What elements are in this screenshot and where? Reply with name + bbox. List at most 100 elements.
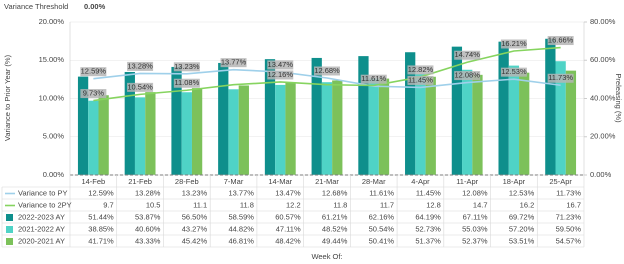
x-tick-label: 25-Apr xyxy=(549,177,572,186)
data-label: 12.82% xyxy=(408,65,434,74)
table-cell: 11.1 xyxy=(193,200,207,209)
table-cell: 14.7 xyxy=(473,200,488,209)
label-box xyxy=(407,75,434,85)
y2-tick-label: 0.00% xyxy=(590,170,612,179)
table-cell: 57.20% xyxy=(509,224,535,233)
x-tick-label: 21-Mar xyxy=(315,177,339,186)
table-cell: 40.60% xyxy=(135,224,161,233)
x-tick-label: 21-Feb xyxy=(128,177,152,186)
y2-tick-label: 60.00% xyxy=(590,55,616,64)
table-cell: 48.52% xyxy=(322,224,348,233)
label-box xyxy=(454,50,481,60)
table-cell: 64.19% xyxy=(415,212,441,221)
table-cell: 50.54% xyxy=(369,224,395,233)
table-cell: 60.57% xyxy=(275,212,301,221)
bar xyxy=(405,52,416,175)
label-box xyxy=(173,78,200,88)
legend-key xyxy=(6,214,13,221)
table-cell: 43.27% xyxy=(182,224,208,233)
data-label: 12.53% xyxy=(501,67,527,76)
table-cell: 71.23% xyxy=(556,212,582,221)
table-cell: 49.44% xyxy=(322,236,348,245)
data-label: 11.45% xyxy=(408,75,433,84)
bar xyxy=(134,97,146,175)
data-label: 16.21% xyxy=(501,39,527,48)
table-cell: 12.68% xyxy=(322,188,348,197)
label-box xyxy=(127,61,154,71)
bar xyxy=(181,92,192,175)
table-cell: 53.51% xyxy=(509,236,535,245)
line xyxy=(93,68,561,89)
data-label: 13.28% xyxy=(127,61,153,70)
table-cell: 62.16% xyxy=(369,212,395,221)
table-cell: 12.08% xyxy=(462,188,488,197)
bar xyxy=(451,46,463,175)
table-cell: 13.23% xyxy=(182,188,208,197)
y-tick-label: 10.00% xyxy=(39,93,65,102)
data-label: 12.68% xyxy=(314,66,340,75)
table-cell: 50.41% xyxy=(369,236,395,245)
data-label: 13.77% xyxy=(221,58,247,67)
legend-key xyxy=(6,238,13,245)
y-tick-label: 15.00% xyxy=(39,55,65,64)
table-cell: 38.85% xyxy=(88,224,114,233)
table-cell: 45.42% xyxy=(182,236,208,245)
table-cell: 12.2 xyxy=(286,200,301,209)
data-label: 12.08% xyxy=(454,71,480,80)
y2-tick-label: 40.00% xyxy=(590,93,616,102)
bar xyxy=(145,92,156,175)
table-cell: 59.50% xyxy=(556,224,582,233)
table-cell: 12.59% xyxy=(88,188,114,197)
table-cell: 54.57% xyxy=(556,236,582,245)
bar xyxy=(218,62,229,175)
legend-label: 2021-2022 AY xyxy=(18,224,65,233)
table-cell: 16.2 xyxy=(520,200,535,209)
label-box xyxy=(454,71,481,81)
label-box xyxy=(547,36,574,46)
y-tick-label: 20.00% xyxy=(39,17,65,26)
y2-axis-title: Preleasing (%) xyxy=(614,73,623,123)
bar xyxy=(124,71,135,175)
bar xyxy=(332,80,343,175)
table-cell: 47.11% xyxy=(276,224,301,233)
bar xyxy=(191,88,203,175)
bar xyxy=(264,59,276,175)
x-tick-label: 18-Apr xyxy=(503,177,526,186)
bar xyxy=(77,76,89,175)
line xyxy=(93,46,561,102)
x-tick-label: 7-Mar xyxy=(224,177,244,186)
table-cell: 43.33% xyxy=(135,236,161,245)
data-label: 14.74% xyxy=(454,50,480,59)
threshold-value: 0.00% xyxy=(84,2,106,11)
data-label: 16.66% xyxy=(548,36,574,45)
bar xyxy=(508,65,520,175)
table-cell: 12.53% xyxy=(509,188,535,197)
bar xyxy=(498,41,509,176)
table-cell: 11.73% xyxy=(556,188,581,197)
bar xyxy=(98,95,109,175)
bar xyxy=(171,66,182,175)
label-box xyxy=(314,66,340,76)
label-box xyxy=(80,67,107,77)
bar xyxy=(311,57,322,175)
bar xyxy=(378,78,390,175)
table-cell: 46.81% xyxy=(228,236,254,245)
data-label: 12.59% xyxy=(81,67,107,76)
bar xyxy=(238,85,249,175)
table-cell: 53.87% xyxy=(135,212,161,221)
table-cell: 9.7 xyxy=(103,200,113,209)
table-cell: 52.73% xyxy=(415,224,441,233)
data-label: 12.16% xyxy=(268,70,294,79)
table-cell: 56.50% xyxy=(182,212,208,221)
data-label: 9.73% xyxy=(83,89,105,98)
table-cell: 51.44% xyxy=(88,212,114,221)
legend-label: 2020-2021 AY xyxy=(18,236,65,245)
legend-label: Variance to PY xyxy=(18,188,67,197)
legend-label: 2022-2023 AY xyxy=(18,212,65,221)
data-label: 11.08% xyxy=(174,78,199,87)
bar xyxy=(545,38,556,175)
table-cell: 52.37% xyxy=(462,236,488,245)
label-box xyxy=(267,70,294,80)
table-cell: 51.37% xyxy=(415,236,441,245)
